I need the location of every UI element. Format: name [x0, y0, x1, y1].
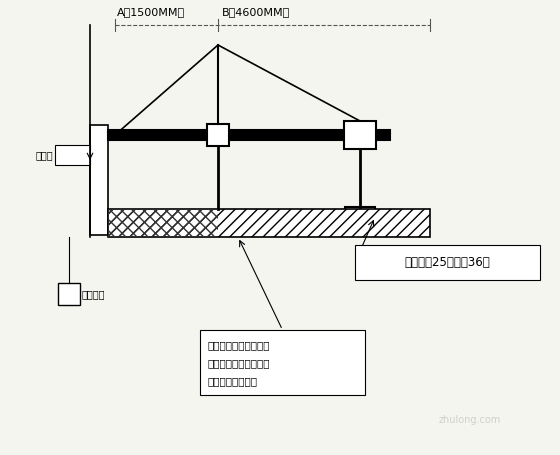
Bar: [58, 283, 80, 305]
Text: 配重每块25公斤共36块: 配重每块25公斤共36块: [405, 256, 491, 269]
Text: A（1500MM）: A（1500MM）: [117, 7, 185, 17]
Text: 厚度和宽度的木板增加: 厚度和宽度的木板增加: [208, 358, 270, 368]
Text: 电动吸篹: 电动吸篹: [82, 289, 105, 299]
Bar: [355, 245, 540, 280]
Text: zhulong.com: zhulong.com: [439, 415, 501, 425]
Text: B（4600MM）: B（4600MM）: [222, 7, 290, 17]
Bar: [200, 330, 365, 395]
Bar: [90, 125, 108, 235]
Bar: [108, 209, 430, 237]
Text: 前、后支架底部垒一定: 前、后支架底部垒一定: [208, 340, 270, 350]
Bar: [108, 130, 390, 140]
Text: 女儿墙: 女儿墙: [35, 150, 53, 160]
Bar: [108, 209, 218, 237]
Text: 受力面积来分散力: 受力面积来分散力: [208, 376, 258, 386]
Bar: [207, 124, 229, 146]
Bar: [55, 145, 90, 165]
Bar: [345, 207, 375, 227]
Bar: [344, 121, 376, 149]
